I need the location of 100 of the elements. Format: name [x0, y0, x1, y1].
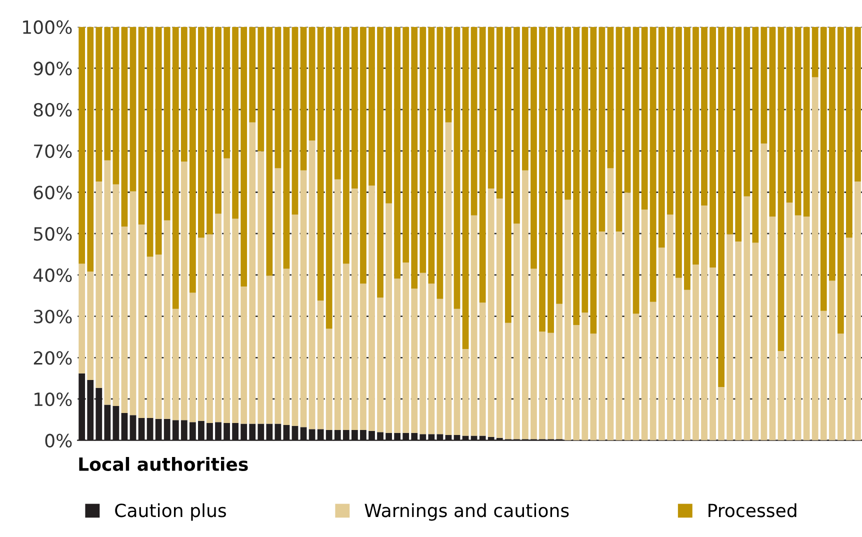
bar — [846, 26, 852, 238]
bar — [548, 26, 554, 333]
bar — [155, 254, 162, 419]
bar — [274, 168, 282, 424]
bar — [283, 26, 290, 269]
bar — [812, 77, 818, 440]
bar — [522, 170, 528, 440]
bar — [692, 26, 699, 265]
bar — [846, 238, 852, 440]
bar — [411, 26, 418, 289]
bar — [164, 26, 170, 220]
bar — [454, 308, 460, 435]
y-tick-label: 40% — [33, 268, 72, 282]
bar — [820, 310, 827, 440]
bar — [112, 184, 120, 406]
bar — [854, 26, 861, 182]
bar — [522, 26, 528, 170]
bar — [266, 276, 273, 424]
bar — [470, 215, 478, 436]
bar — [590, 26, 597, 334]
bar — [411, 288, 418, 433]
bar — [189, 26, 196, 293]
bar — [445, 26, 452, 122]
bar — [624, 192, 631, 440]
bar — [513, 224, 520, 440]
bar — [607, 26, 614, 168]
bar — [650, 302, 656, 440]
bar — [283, 268, 290, 426]
bar — [224, 26, 230, 158]
bar — [78, 26, 86, 264]
bar — [130, 191, 136, 416]
y-tick-label: 50% — [34, 227, 72, 241]
bar — [470, 26, 478, 216]
bar — [317, 26, 324, 301]
bar — [180, 26, 188, 162]
bar — [232, 26, 239, 219]
bar — [377, 298, 384, 432]
bar — [616, 232, 622, 440]
bar — [854, 181, 861, 440]
bar — [744, 26, 750, 196]
bar — [479, 26, 486, 303]
bar — [488, 26, 494, 189]
bar — [803, 216, 810, 440]
y-tick-label: 30% — [34, 310, 72, 324]
bar — [573, 26, 580, 325]
x-axis-title: Local authorities — [79, 457, 248, 471]
bar — [624, 26, 631, 193]
bar — [274, 26, 282, 168]
bar — [87, 26, 94, 272]
bar — [121, 226, 128, 414]
bar — [258, 26, 264, 152]
bar — [598, 232, 606, 440]
bar — [146, 256, 154, 418]
bar — [258, 151, 264, 424]
bar — [368, 26, 375, 186]
bar — [121, 26, 128, 227]
bar — [726, 234, 734, 440]
bar — [701, 26, 708, 206]
bar — [837, 334, 844, 440]
bar — [786, 202, 793, 440]
bar — [138, 26, 145, 224]
bar — [206, 26, 213, 234]
bar — [334, 26, 341, 180]
bar — [735, 241, 742, 440]
legend-label: Warnings and cautions — [364, 503, 569, 521]
bar — [573, 324, 580, 440]
bar — [496, 26, 503, 198]
bar — [744, 196, 750, 440]
bar — [479, 302, 486, 436]
bar — [692, 264, 699, 440]
bar — [539, 26, 546, 332]
bar — [342, 264, 350, 430]
bar — [360, 26, 366, 284]
bar — [539, 332, 546, 440]
bar — [632, 26, 640, 314]
bar — [87, 272, 94, 380]
bar — [164, 220, 170, 419]
bar — [130, 26, 136, 192]
bar — [564, 200, 572, 440]
bar — [769, 216, 776, 440]
y-tick-label: 80% — [34, 103, 72, 117]
bar — [180, 162, 188, 420]
bar — [377, 26, 384, 298]
bar — [368, 186, 375, 431]
bar — [496, 198, 503, 438]
bar — [326, 328, 332, 430]
bar — [360, 284, 366, 430]
bar — [837, 26, 844, 334]
bar — [249, 26, 256, 122]
bar — [675, 26, 682, 278]
bar — [530, 268, 537, 440]
y-tick-label: 60% — [34, 186, 72, 200]
bar — [488, 188, 494, 438]
bar — [351, 26, 358, 189]
bar — [300, 170, 307, 428]
bar — [632, 314, 640, 440]
y-tick-label: 10% — [34, 392, 72, 406]
bar — [96, 181, 102, 388]
bar — [215, 26, 222, 214]
bar — [803, 26, 810, 217]
